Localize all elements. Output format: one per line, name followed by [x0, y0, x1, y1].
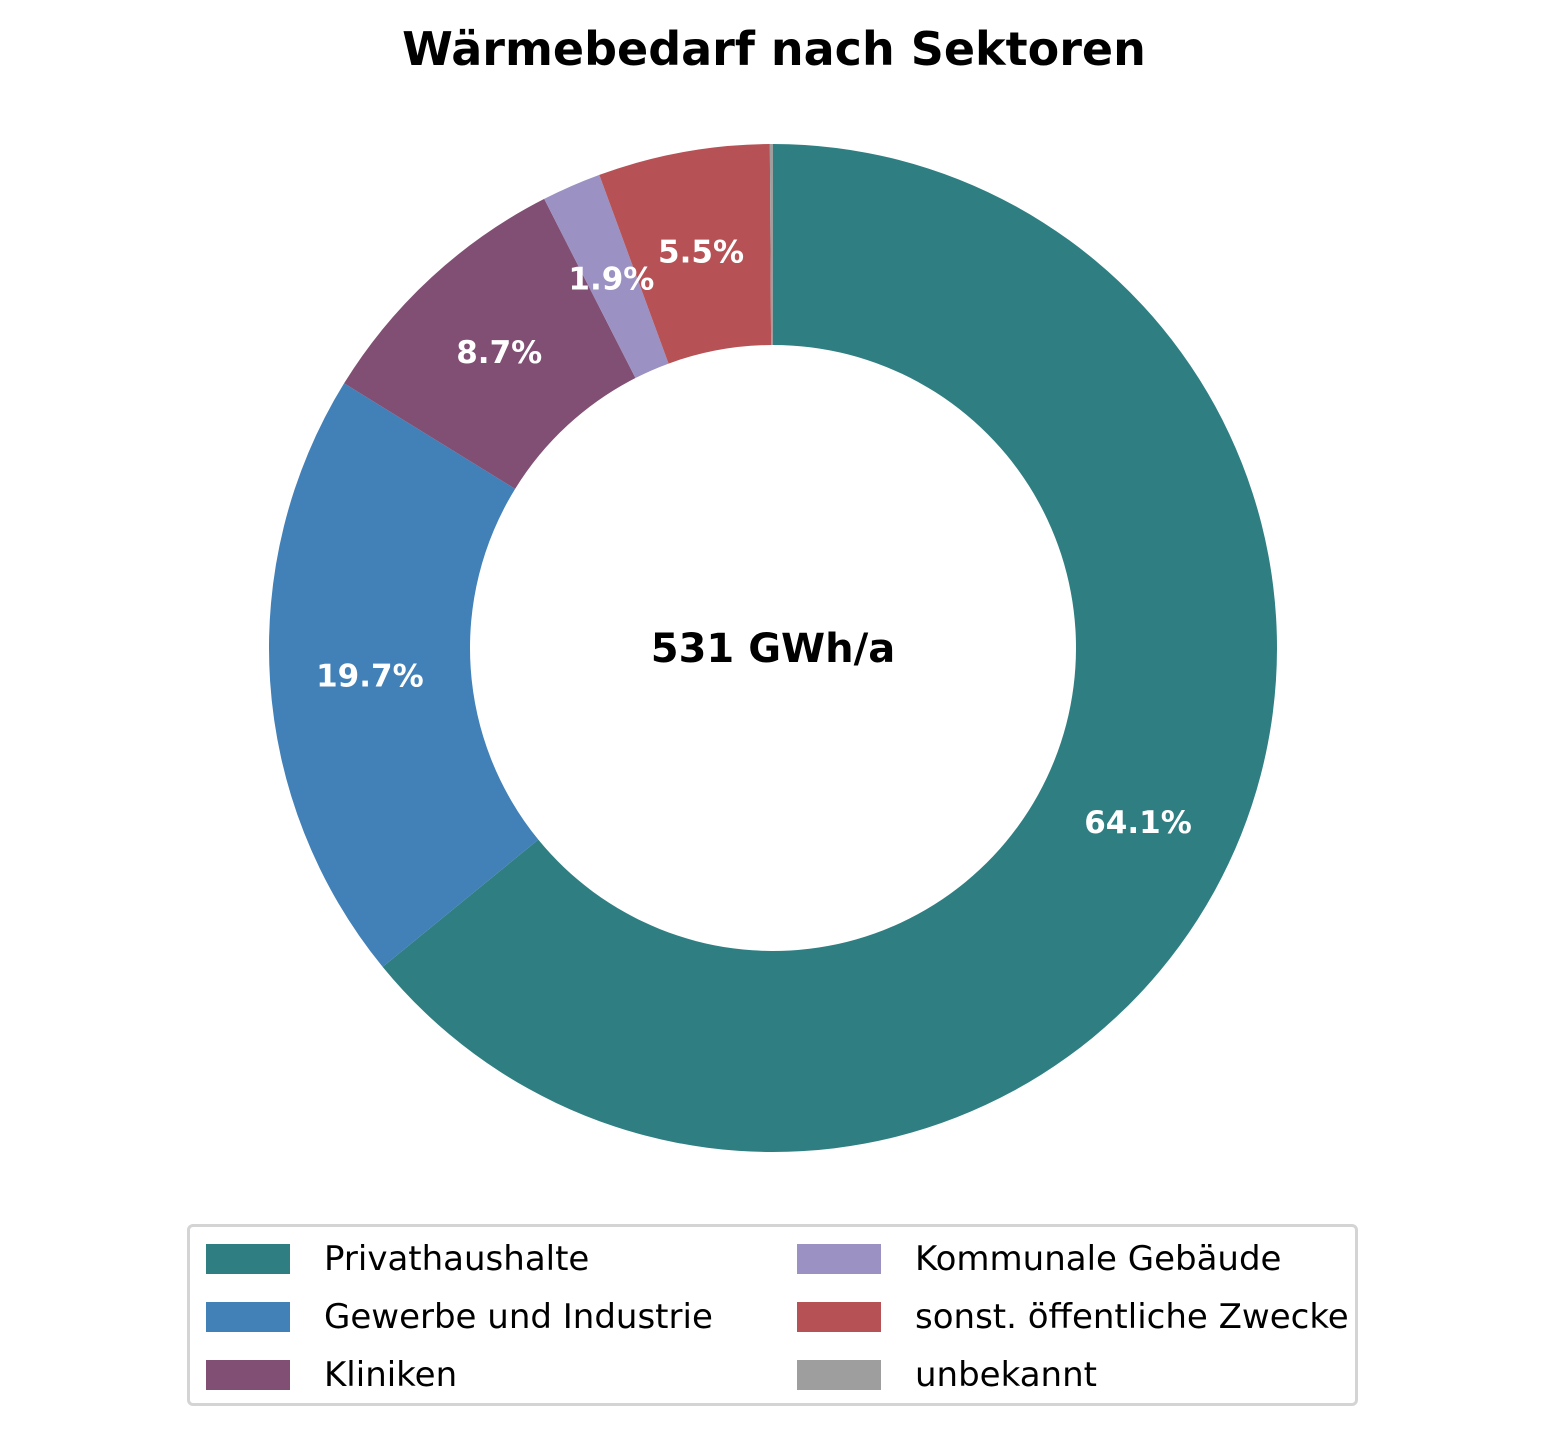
legend-item-kommunale-gebaeude: Kommunale Gebäude — [797, 1239, 1281, 1279]
chart-title: Wärmebedarf nach Sektoren — [402, 22, 1146, 76]
data-label: 19.7% — [316, 659, 424, 695]
pie-slice-sonst-öffentliche-zwecke — [599, 144, 772, 364]
pie-slice-kliniken — [344, 198, 636, 489]
data-label-layer: 64.1% 19.7% 8.7% 1.9%5.5% — [316, 234, 1192, 841]
legend-item-gewerbe-und-industrie: Gewerbe und Industrie — [206, 1297, 713, 1337]
data-label: 8.7% — [456, 335, 542, 371]
legend-item-unbekannt: unbekannt — [797, 1355, 1097, 1395]
pie-slice-kommunale-gebäude — [544, 174, 669, 379]
legend-item-privathaushalte: Privathaushalte — [206, 1239, 589, 1279]
legend-swatch — [797, 1244, 881, 1274]
legend: Privathaushalte Gewerbe und Industrie Kl… — [187, 1224, 1358, 1406]
legend-label: Kommunale Gebäude — [915, 1239, 1282, 1279]
legend-label: Privathaushalte — [324, 1239, 590, 1279]
legend-swatch — [797, 1302, 881, 1332]
pie-slice-gewerbe-und-industrie — [269, 383, 539, 967]
data-label: 1.9% — [568, 262, 654, 298]
legend-item-sonst-oeffentliche-zwecke: sonst. öffentliche Zwecke — [797, 1297, 1349, 1337]
legend-swatch — [797, 1360, 881, 1390]
legend-swatch — [206, 1360, 290, 1390]
donut-chart: 64.1% 19.7% 8.7% 1.9%5.5% 531 GWh/a — [269, 144, 1278, 1152]
legend-label: Kliniken — [324, 1355, 458, 1395]
legend-label: sonst. öffentliche Zwecke — [915, 1297, 1349, 1337]
legend-swatch — [206, 1302, 290, 1332]
data-label: 5.5% — [658, 234, 744, 270]
data-label: 64.1% — [1084, 805, 1192, 841]
slice-layer — [269, 144, 1278, 1152]
legend-swatch — [206, 1244, 290, 1274]
center-total-label: 531 GWh/a — [651, 626, 895, 672]
legend-item-kliniken: Kliniken — [206, 1355, 457, 1395]
legend-label: unbekannt — [915, 1355, 1097, 1395]
pie-slice-privathaushalte — [382, 144, 1278, 1152]
legend-label: Gewerbe und Industrie — [324, 1297, 713, 1337]
pie-slice-unbekannt — [769, 144, 773, 346]
